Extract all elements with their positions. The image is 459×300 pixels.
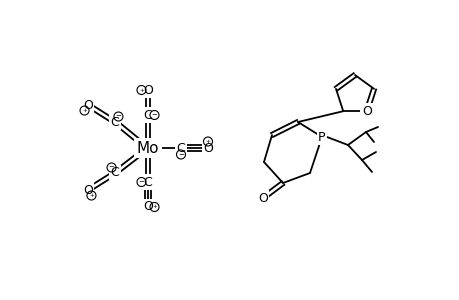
Text: O: O <box>361 105 371 118</box>
Text: O: O <box>143 200 152 214</box>
Text: O: O <box>202 142 213 154</box>
Text: C: C <box>143 176 152 188</box>
Text: +: + <box>139 88 144 92</box>
Text: +: + <box>205 139 210 144</box>
Text: P: P <box>318 130 325 143</box>
Text: C: C <box>110 116 119 128</box>
Text: Mo: Mo <box>136 140 159 155</box>
Text: O: O <box>143 83 152 97</box>
Text: O: O <box>257 191 267 205</box>
Text: C: C <box>176 142 185 154</box>
Text: +: + <box>152 205 157 209</box>
Text: −: − <box>151 112 157 118</box>
Text: −: − <box>115 113 121 119</box>
Text: −: − <box>108 164 114 170</box>
Text: −: − <box>138 179 144 185</box>
Text: +: + <box>82 108 87 113</box>
Text: O: O <box>83 98 93 112</box>
Text: C: C <box>143 109 152 122</box>
Text: C: C <box>110 167 119 179</box>
Text: −: − <box>178 152 184 158</box>
Text: O: O <box>83 184 93 196</box>
Text: +: + <box>89 193 94 198</box>
